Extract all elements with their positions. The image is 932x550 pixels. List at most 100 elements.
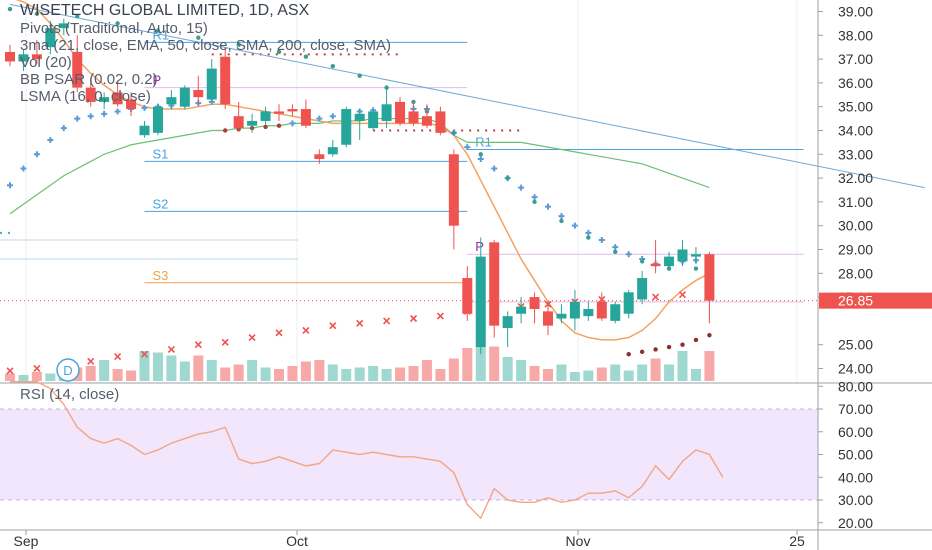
candle-body[interactable] [112,92,123,105]
candle-body[interactable] [704,254,715,301]
price-tick-label: 25.00 [838,337,873,353]
volume-bar [650,358,661,381]
candle-body[interactable] [502,316,513,329]
candle-body[interactable] [287,109,298,112]
psar-lower-marker [275,329,283,337]
psar-lower-marker [167,345,175,354]
candle-body[interactable] [610,304,621,321]
candle-body[interactable] [569,301,580,319]
candle-body[interactable] [166,97,177,105]
psar-lower-dot [626,352,631,357]
candle-body[interactable] [637,278,648,300]
psar-lower-dot [707,332,712,338]
rsi-band [0,409,818,500]
candle-body[interactable] [448,154,459,226]
candle-body[interactable] [462,278,473,314]
candle-body[interactable] [85,87,96,102]
candle-body[interactable] [274,111,284,114]
psar-lower-dot [666,344,672,350]
candle-body[interactable] [664,256,675,267]
candle-body[interactable] [193,90,204,98]
volume-bar [206,360,217,381]
pivot-level-label: S1 [153,146,169,161]
volume-bar [152,352,163,381]
rsi-pane: 20.00 30.00 40.00 50.00 60.00 70.00 80.00 [0,378,873,531]
legend-psar[interactable]: BB PSAR (0.02, 0.2) [20,71,158,88]
psar-cross [7,182,13,189]
candle-body[interactable] [18,54,29,62]
candle-body[interactable] [58,23,69,29]
candle-body[interactable] [381,104,392,121]
candle-body[interactable] [421,116,432,126]
psar-cross [518,184,525,191]
candle-body[interactable] [72,51,83,88]
volume-bar [408,366,419,381]
volume-bar [596,367,607,381]
candle-body[interactable] [327,147,338,155]
candle-body[interactable] [435,111,446,133]
event-badge[interactable]: D [56,358,80,382]
candlesticks[interactable] [5,18,715,355]
candle-body[interactable] [179,87,190,107]
last-price-tag[interactable] [819,292,932,309]
candle-body[interactable] [206,68,217,100]
psar-lower-marker [652,293,660,301]
psar-cross [60,125,67,132]
psar-lower-marker [87,357,95,365]
candle-body[interactable] [5,51,15,62]
volume-bar [489,346,500,381]
candle-body[interactable] [45,28,56,48]
candle-body[interactable] [690,254,701,257]
psar-upper-dot [236,42,241,47]
candle-body[interactable] [354,113,365,121]
candle-body[interactable] [300,109,311,126]
candle-body[interactable] [152,106,163,133]
candle-body[interactable] [408,111,419,124]
candle-body[interactable] [247,120,258,126]
volume-bar [543,369,553,381]
time-axis: Sep Oct Nov 25 [0,529,932,549]
candle-body[interactable] [31,54,42,60]
candle-body[interactable] [260,111,271,121]
candle-body[interactable] [368,111,379,129]
candle-body[interactable] [475,256,486,348]
psar-upper-dot [34,11,40,17]
last-price-label[interactable]: 26.85 [838,293,873,309]
legend-lsma[interactable]: LSMA (16, 0, close) [20,88,151,105]
candle-body[interactable] [529,297,540,309]
candle-body[interactable] [583,308,594,317]
psar-upper-dot [303,54,309,59]
candle-body[interactable] [314,154,325,160]
candle-body[interactable] [126,99,137,110]
psar-dot [263,124,268,130]
candle-body[interactable] [556,313,567,319]
candle-body[interactable] [650,263,661,267]
event-badge-circle[interactable] [56,358,80,382]
volume-bar [327,364,338,381]
psar-cross [585,229,592,236]
candle-body[interactable] [489,242,500,326]
volume-bar [314,360,325,381]
legend-pivots[interactable]: Pivots (Traditional, Auto, 15) [20,20,208,37]
candle-body[interactable] [395,101,406,124]
legend-volume[interactable]: Vol (20) [20,54,72,71]
legend-moving-averages[interactable]: 3ma (21, close, EMA, 50, close, SMA, 200… [20,37,391,54]
candle-body[interactable] [233,116,244,129]
candle-body[interactable] [677,249,688,262]
rsi-title[interactable]: RSI (14, close) [20,386,120,403]
volume-bar [193,355,204,381]
price-tick-label: 37.00 [838,51,873,67]
candle-body[interactable] [516,306,527,314]
price-tick-label: 35.00 [838,99,873,115]
candle-body[interactable] [139,125,150,136]
psar-upper-dot [478,152,483,157]
candle-body[interactable] [341,109,352,145]
candle-body[interactable] [220,56,231,105]
candle-body[interactable] [623,292,634,314]
event-badge-label[interactable]: D [63,363,72,378]
psar-upper-dot [7,6,13,12]
candle-body[interactable] [596,301,607,319]
candle-body[interactable] [543,311,553,326]
candle-body[interactable] [99,97,110,102]
